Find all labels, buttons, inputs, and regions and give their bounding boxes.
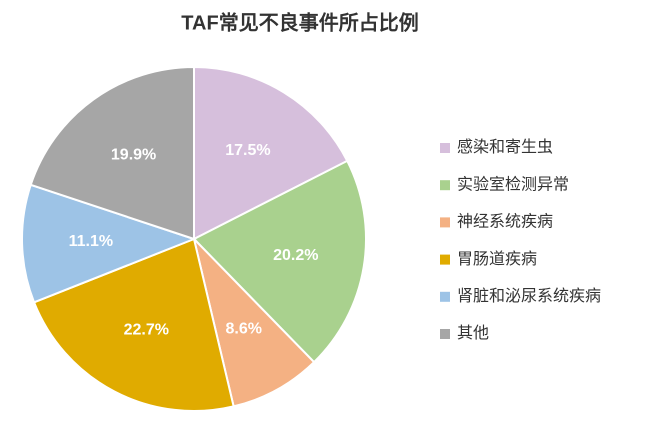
legend-swatch [440, 329, 450, 339]
legend-swatch [440, 217, 450, 228]
legend-label: 肾脏和泌尿系统疾病 [457, 287, 601, 305]
legend-label: 胃肠道疾病 [457, 250, 537, 268]
value-label: 8.6% [225, 321, 261, 338]
value-label: 19.9% [111, 147, 156, 164]
pie-slice [193, 65, 349, 241]
pie-slice [29, 65, 195, 241]
value-label: 20.2% [273, 247, 318, 264]
legend-label: 感染和寄生虫 [457, 138, 553, 156]
value-label: 22.7% [124, 322, 169, 339]
legend-label: 神经系统疾病 [457, 213, 553, 231]
value-label: 17.5% [225, 142, 270, 159]
legend-swatch [440, 254, 450, 265]
pie-slice [32, 237, 235, 412]
legend-label: 实验室检测异常 [457, 175, 569, 193]
legend-swatch [440, 180, 450, 191]
legend-swatch [440, 143, 450, 153]
legend-label: 其他 [457, 324, 489, 342]
pie-slice [21, 183, 197, 304]
pie-slice [192, 159, 367, 364]
value-label: 11.1% [69, 233, 113, 250]
chart-title: TAF常见不良事件所占比例 [181, 10, 418, 34]
legend-swatch [440, 291, 450, 302]
